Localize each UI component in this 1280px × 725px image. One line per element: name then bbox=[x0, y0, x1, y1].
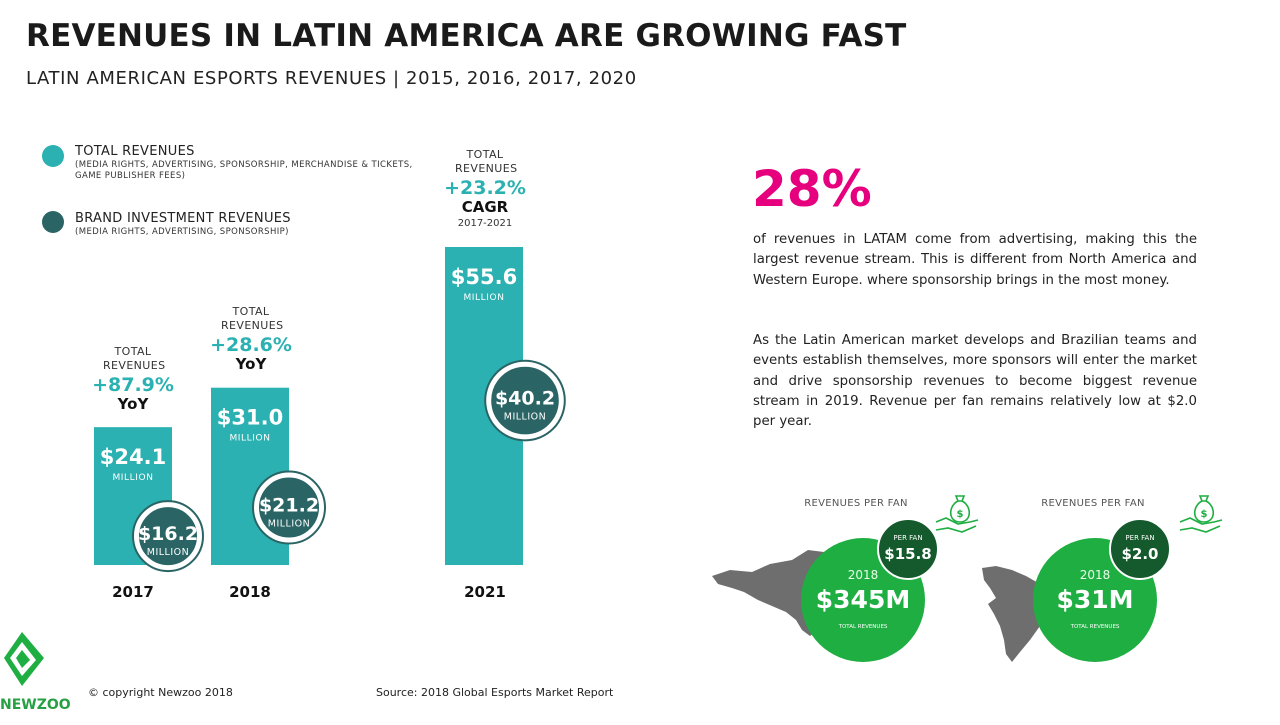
insight-paragraph-1: of revenues in LATAM come from advertisi… bbox=[753, 232, 1197, 288]
bar-unit-total-2021: MILLION bbox=[463, 293, 504, 303]
svg-text:$: $ bbox=[1201, 509, 1208, 520]
annotation-2017: TOTAL REVENUES +87.9% YoY bbox=[73, 345, 193, 413]
legend-note-total: (MEDIA RIGHTS, ADVERTISING, SPONSORSHIP,… bbox=[75, 160, 413, 181]
annotation-period: 2017-2021 bbox=[457, 218, 513, 229]
svg-text:$: $ bbox=[957, 509, 964, 520]
bar-value-total-2017: $24.1 bbox=[100, 445, 166, 469]
bar-unit-brand-2018: MILLION bbox=[268, 518, 310, 529]
annotation-total-label: TOTAL REVENUES bbox=[103, 345, 166, 372]
annotation-2021: TOTAL REVENUES +23.2% CAGR 2017-2021 bbox=[425, 148, 545, 229]
bar-unit-total-2017: MILLION bbox=[112, 473, 153, 483]
source-text: Source: 2018 Global Esports Market Repor… bbox=[376, 686, 614, 699]
x-label-2017: 2017 bbox=[112, 583, 154, 601]
annotation-total-label: TOTAL REVENUES bbox=[221, 305, 284, 332]
per-fan-value-latin-america: $2.0 bbox=[1121, 545, 1158, 563]
brand-circle-2017 bbox=[137, 505, 199, 568]
copyright-text: © copyright Newzoo 2018 bbox=[88, 686, 233, 699]
year-latin-america: 2018 bbox=[1080, 568, 1111, 582]
bar-value-brand-2018: $21.2 bbox=[259, 494, 319, 516]
per-fan-value-north-america: $15.8 bbox=[884, 545, 931, 563]
bar-unit-brand-2021: MILLION bbox=[504, 412, 546, 423]
total-label-north-america: TOTAL REVENUES bbox=[838, 624, 888, 630]
total-label-latin-america: TOTAL REVENUES bbox=[1070, 624, 1120, 630]
x-label-2021: 2021 bbox=[464, 583, 506, 601]
rpf-label-latin-america: REVENUES PER FAN bbox=[1041, 498, 1145, 509]
total-value-latin-america: $31M bbox=[1056, 585, 1133, 614]
brand-circle-2021 bbox=[489, 364, 561, 437]
per-fan-circle-latin-america bbox=[1109, 518, 1171, 580]
legend-swatch-total bbox=[42, 145, 64, 167]
annotation-total-label: TOTAL REVENUES bbox=[455, 148, 518, 175]
page-subtitle: LATIN AMERICAN ESPORTS REVENUES | 2015, … bbox=[26, 68, 637, 89]
newzoo-logo-text: NEWZOO bbox=[0, 697, 71, 713]
annotation-growth: +28.6% bbox=[210, 334, 292, 356]
page-title: REVENUES IN LATIN AMERICA ARE GROWING FA… bbox=[26, 18, 907, 54]
year-north-america: 2018 bbox=[848, 568, 879, 582]
money-bag-hand-icon: $ bbox=[935, 495, 979, 533]
annotation-growth: +23.2% bbox=[444, 177, 526, 199]
legend-label-total: TOTAL REVENUES bbox=[75, 144, 195, 159]
annotation-kind: YoY bbox=[235, 355, 267, 373]
bar-unit-total-2018: MILLION bbox=[229, 434, 270, 444]
bar-value-total-2021: $55.6 bbox=[451, 265, 517, 289]
highlight-percentage: 28% bbox=[752, 160, 872, 218]
per-fan-label-north-america: PER FAN bbox=[893, 534, 922, 542]
bar-unit-brand-2017: MILLION bbox=[147, 547, 189, 558]
revenue-bar-chart: $24.1 MILLION $16.2 MILLION $31.0 MILLION $21.… bbox=[94, 247, 566, 573]
x-label-2018: 2018 bbox=[229, 583, 271, 601]
newzoo-logo-icon bbox=[4, 632, 44, 686]
annotation-kind: YoY bbox=[117, 395, 149, 413]
bar-value-brand-2021: $40.2 bbox=[495, 388, 555, 410]
annotation-growth: +87.9% bbox=[92, 374, 174, 396]
per-fan-label-latin-america: PER FAN bbox=[1125, 534, 1154, 542]
annotation-2018: TOTAL REVENUES +28.6% YoY bbox=[191, 305, 311, 373]
region-graphics: PER FAN $15.8 2018 $345M TOTAL REVENUES … bbox=[712, 495, 1223, 662]
annotation-kind: CAGR bbox=[461, 198, 509, 216]
total-value-north-america: $345M bbox=[816, 585, 910, 614]
legend-swatch-brand bbox=[42, 211, 64, 233]
per-fan-circle-north-america bbox=[877, 518, 939, 580]
brand-circle-outline-2021 bbox=[484, 359, 566, 442]
legend-note-brand: (MEDIA RIGHTS, ADVERTISING, SPONSORSHIP) bbox=[75, 227, 289, 237]
brand-circle-outline-2018 bbox=[252, 470, 326, 545]
rpf-label-north-america: REVENUES PER FAN bbox=[804, 498, 908, 509]
insight-paragraph-2: As the Latin American market develops an… bbox=[753, 333, 1197, 430]
money-bag-hand-icon: $ bbox=[1179, 495, 1223, 533]
brand-circle-outline-2017 bbox=[132, 500, 204, 573]
brand-circle-2018 bbox=[257, 475, 321, 540]
legend-label-brand: BRAND INVESTMENT REVENUES bbox=[75, 211, 291, 226]
bar-value-brand-2017: $16.2 bbox=[138, 523, 198, 545]
bar-value-total-2018: $31.0 bbox=[217, 406, 283, 430]
